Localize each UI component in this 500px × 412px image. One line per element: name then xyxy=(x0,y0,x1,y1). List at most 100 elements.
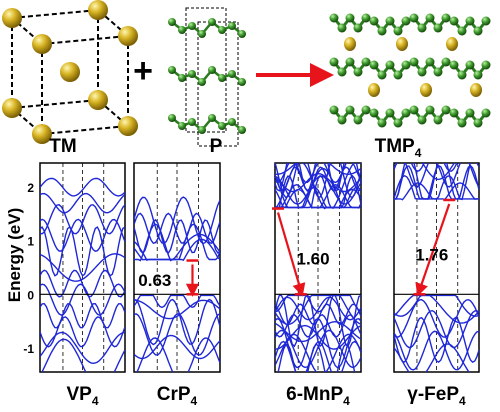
phosphorus-atom xyxy=(208,18,216,26)
band-line xyxy=(394,294,479,317)
band-line xyxy=(40,204,125,235)
phosphorus-atom xyxy=(369,108,379,118)
phosphorus-atom xyxy=(409,105,419,115)
band-line xyxy=(275,163,361,199)
metal-atom xyxy=(118,116,138,136)
band-line xyxy=(275,340,361,372)
phosphorus-atom xyxy=(425,13,435,23)
phosphorus-atom xyxy=(449,16,459,26)
metal-atom xyxy=(32,34,52,54)
phosphorus-atom xyxy=(417,67,427,77)
band-line xyxy=(275,317,361,369)
phosphorus-atom xyxy=(473,118,483,128)
band-line xyxy=(41,338,125,372)
phosphorus-atom xyxy=(433,23,443,33)
tm-crystal-cell xyxy=(2,0,138,144)
band-line xyxy=(40,177,125,197)
phosphorus-atom xyxy=(337,115,347,125)
panel-name: 6-MnP4 xyxy=(286,384,350,408)
band-line xyxy=(275,333,361,372)
phosphorus-atom xyxy=(337,67,347,77)
phosphorus-atom xyxy=(178,26,186,34)
metal-atom xyxy=(88,0,108,20)
phosphorus-atom xyxy=(329,105,339,115)
phosphorus-atom xyxy=(393,26,403,36)
phosphorus-atom xyxy=(228,118,236,126)
band-line xyxy=(40,226,125,277)
gap-value-label: 1.76 xyxy=(415,246,448,265)
phosphorus-atom xyxy=(353,23,363,33)
phosphorus-atom xyxy=(208,66,216,74)
band-line xyxy=(394,343,470,372)
metal-atom xyxy=(470,83,482,97)
metal-atom xyxy=(118,26,138,46)
phosphorus-atom xyxy=(377,26,387,36)
phosphorus-atom xyxy=(218,26,226,34)
y-tick-label: 1 xyxy=(27,235,34,249)
band-line xyxy=(394,330,479,371)
band-line xyxy=(134,298,220,346)
band-line xyxy=(40,253,125,282)
phosphorus-atom xyxy=(168,18,176,26)
phosphorus-atom xyxy=(188,118,196,126)
band-line xyxy=(134,212,220,245)
phosphorus-atom xyxy=(361,13,371,23)
metal-atom xyxy=(60,62,80,82)
band-line xyxy=(136,337,220,372)
phosphorus-atom xyxy=(385,16,395,26)
phosphorus-atom xyxy=(385,60,395,70)
gap-value-label: 1.60 xyxy=(297,249,330,268)
phosphorus-atom xyxy=(218,122,226,130)
phosphorus-atom xyxy=(449,108,459,118)
phosphorus-atom xyxy=(465,60,475,70)
phosphorus-atom xyxy=(481,16,491,26)
band-line xyxy=(275,294,361,326)
metal-atom xyxy=(2,8,22,28)
metal-atom xyxy=(2,98,22,118)
phosphorus-atom xyxy=(353,115,363,125)
phosphorus-atom xyxy=(401,60,411,70)
phosphorus-atom xyxy=(441,13,451,23)
tm-label: TM xyxy=(49,136,76,157)
phosphorus-atom xyxy=(425,105,435,115)
y-axis-title: Energy (eV) xyxy=(5,208,24,302)
band-line xyxy=(40,316,125,348)
phosphorus-atom xyxy=(441,105,451,115)
plus-sign: + xyxy=(133,52,153,90)
phosphorus-atom xyxy=(465,16,475,26)
band-line xyxy=(394,294,479,324)
band-line xyxy=(134,196,220,245)
phosphorus-atom xyxy=(168,114,176,122)
phosphorus-atom xyxy=(329,13,339,23)
band-line xyxy=(275,163,361,176)
phosphorus-atom xyxy=(433,115,443,125)
y-tick-label: -1 xyxy=(23,342,34,356)
phosphorus-atom xyxy=(369,60,379,70)
band-line xyxy=(394,316,479,363)
phosphorus-atom xyxy=(353,67,363,77)
band-panel-mnp4: 1.60 6-MnP4 xyxy=(272,162,362,408)
phosphorus-atom xyxy=(168,66,176,74)
band-panel-vp4: VP4 xyxy=(39,162,126,408)
phosphorus-atom xyxy=(417,115,427,125)
phosphorus-atom xyxy=(337,23,347,33)
phosphorus-atom xyxy=(188,70,196,78)
phosphorus-atom xyxy=(238,126,246,134)
band-line xyxy=(275,166,361,192)
band-line xyxy=(275,175,361,205)
phosphorus-atom xyxy=(361,105,371,115)
band-panel-fep4: 1.76 γ-FeP4 xyxy=(393,162,480,408)
phosphorus-atom xyxy=(409,57,419,67)
phosphorus-atom xyxy=(449,60,459,70)
band-line xyxy=(394,163,472,201)
y-tick-label: 0 xyxy=(27,288,34,302)
phosphorus-atom xyxy=(393,70,403,80)
metal-atom xyxy=(368,83,380,97)
band-line xyxy=(394,163,456,181)
panel-name: γ-FeP4 xyxy=(407,384,466,408)
phosphorus-atom xyxy=(409,13,419,23)
phosphorus-atom xyxy=(377,118,387,128)
top-labels: TM P TMP4 xyxy=(49,136,421,160)
tmp4-label: TMP4 xyxy=(375,136,422,160)
